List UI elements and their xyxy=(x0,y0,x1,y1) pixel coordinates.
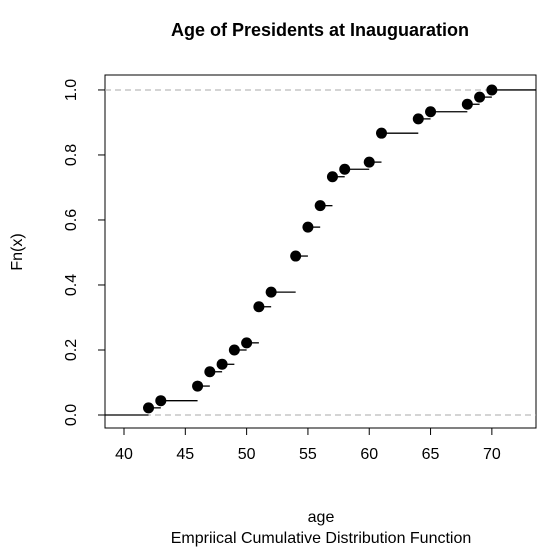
point xyxy=(326,171,338,183)
point xyxy=(204,366,216,378)
point xyxy=(265,286,277,298)
y-tick-label: 0.2 xyxy=(63,339,80,361)
x-tick-label: 70 xyxy=(483,446,501,463)
point xyxy=(192,380,204,392)
point xyxy=(302,221,314,233)
y-tick-label: 0.8 xyxy=(63,144,80,166)
point xyxy=(155,395,167,407)
point xyxy=(290,250,302,262)
point xyxy=(143,402,155,414)
x-tick-label: 45 xyxy=(176,446,194,463)
point xyxy=(474,91,486,103)
plot-box xyxy=(104,74,537,429)
point xyxy=(339,163,351,175)
point xyxy=(461,98,473,110)
chart-title: Age of Presidents at Inauguaration xyxy=(171,20,469,40)
y-axis-label: Fn(x) xyxy=(9,233,26,270)
point xyxy=(412,113,424,125)
x-tick-label: 55 xyxy=(299,446,317,463)
point xyxy=(376,127,388,139)
y-tick-label: 0.4 xyxy=(63,274,80,296)
x-tick-label: 40 xyxy=(115,446,133,463)
point xyxy=(363,156,375,168)
x-tick-label: 50 xyxy=(238,446,256,463)
x-axis-label: age xyxy=(308,509,335,526)
point xyxy=(253,301,265,313)
y-tick-label: 0.0 xyxy=(63,404,80,426)
x-tick-label: 60 xyxy=(360,446,378,463)
point xyxy=(216,358,228,370)
y-tick-label: 1.0 xyxy=(63,79,80,101)
point xyxy=(228,344,240,356)
point xyxy=(241,337,253,349)
point xyxy=(314,200,326,212)
y-tick-label: 0.6 xyxy=(63,209,80,231)
subtitle: Empriical Cumulative Distribution Functi… xyxy=(171,530,472,547)
point xyxy=(425,106,437,118)
x-tick-label: 65 xyxy=(422,446,440,463)
point xyxy=(486,84,498,96)
